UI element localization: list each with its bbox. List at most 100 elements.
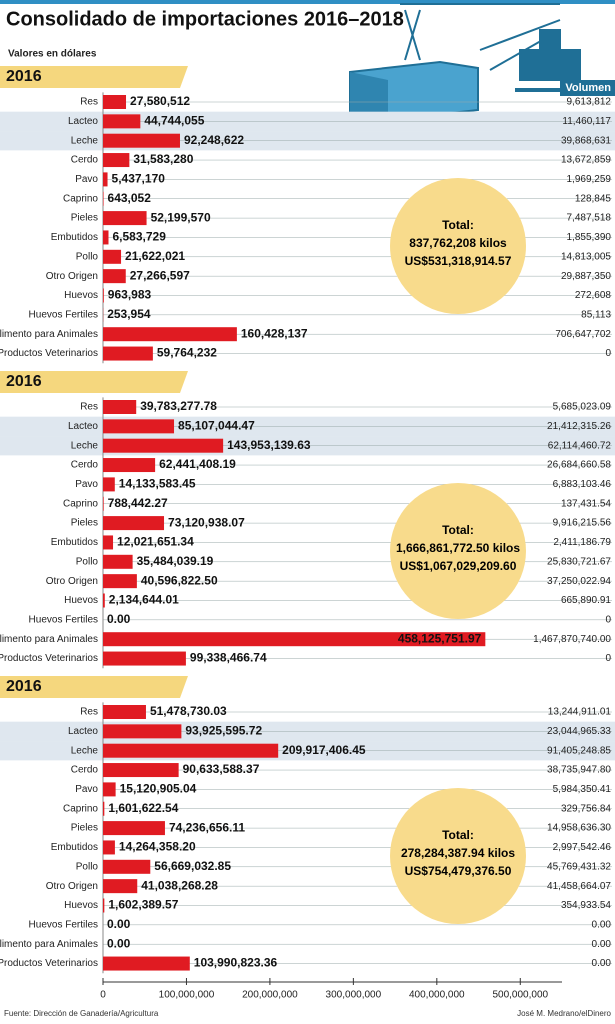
value-label: 5,437,170: [112, 172, 166, 186]
volume-label: 38,735,947.80: [547, 765, 611, 776]
top-rule: [0, 0, 615, 4]
volume-label: 23,044,965.33: [547, 726, 611, 737]
category-label: Alimento para Animales: [0, 939, 98, 950]
volume-label: 354,933.54: [561, 900, 611, 911]
value-label: 458,125,751.97: [398, 631, 482, 645]
volume-label: 9,613,812: [567, 97, 612, 108]
bar: [103, 114, 141, 129]
bar: [103, 801, 105, 816]
bar: [103, 230, 109, 245]
x-tick-label: 100,000,000: [159, 990, 215, 1001]
value-label: 44,744,055: [144, 114, 204, 128]
bar: [103, 477, 115, 492]
volume-label: 2,411,186.79: [553, 537, 611, 548]
panel-band: [0, 66, 188, 88]
value-label: 85,107,044.47: [178, 419, 255, 433]
category-label: Res: [80, 402, 98, 413]
volume-header-box: [560, 80, 615, 96]
value-label: 99,338,466.74: [190, 651, 267, 665]
panel-title: 2016: [6, 373, 42, 390]
total-kilos: 1,666,861,772.50 kilos: [396, 541, 520, 555]
value-label: 1,602,389.57: [108, 898, 178, 912]
value-label: 56,669,032.85: [154, 859, 231, 873]
bar: [103, 593, 105, 608]
value-label: 35,484,039.19: [137, 554, 214, 568]
bar: [103, 288, 104, 303]
category-label: Pavo: [75, 479, 98, 490]
bar: [103, 632, 486, 647]
value-label: 40,596,822.50: [141, 573, 218, 587]
panel-band: [0, 676, 188, 698]
total-circle: [390, 178, 526, 314]
bar: [103, 191, 104, 206]
bar: [103, 133, 180, 148]
volume-label: 45,769,431.32: [547, 861, 611, 872]
value-label: 2,134,644.01: [109, 593, 179, 607]
category-label: Pieles: [71, 213, 98, 224]
category-label: Productos Veterinarios: [0, 958, 98, 969]
volume-label: 0.00: [592, 958, 612, 969]
volume-label: 706,647,702: [555, 329, 611, 340]
value-label: 143,953,139.63: [227, 438, 311, 452]
volume-label: 11,460,117: [562, 116, 611, 127]
value-label: 27,580,512: [130, 94, 190, 108]
value-label: 6,583,729: [112, 230, 166, 244]
category-label: Pollo: [76, 861, 99, 872]
category-label: Huevos: [64, 900, 98, 911]
container: [349, 60, 479, 122]
value-label: 93,925,595.72: [185, 724, 262, 738]
category-label: Cerdo: [71, 460, 99, 471]
value-label: 39,783,277.78: [140, 399, 217, 413]
category-label: Leche: [71, 135, 99, 146]
volume-header: Volumen: [565, 82, 611, 94]
bar: [103, 554, 133, 569]
volume-label: 0.00: [592, 939, 612, 950]
volume-label: 137,431.54: [561, 498, 611, 509]
bar: [103, 496, 104, 511]
category-label: Cerdo: [71, 765, 99, 776]
volume-label: 37,250,022.94: [547, 576, 611, 587]
volume-label: 0: [605, 614, 611, 625]
category-label: Otro Origen: [46, 881, 98, 892]
category-label: Pavo: [75, 174, 98, 185]
value-label: 209,917,406.45: [282, 743, 366, 757]
volume-label: 41,458,664.07: [547, 881, 611, 892]
value-label: 51,478,730.03: [150, 704, 227, 718]
value-label: 12,021,651.34: [117, 535, 194, 549]
category-label: Caprino: [63, 193, 98, 204]
category-label: Pavo: [75, 784, 98, 795]
bar: [103, 724, 182, 739]
bar: [103, 956, 190, 971]
value-label: 92,248,622: [184, 133, 244, 147]
bar: [103, 346, 153, 361]
volume-label: 1,969,259: [567, 174, 612, 185]
total-label: Total:: [442, 218, 474, 232]
bar: [103, 438, 224, 453]
bar: [103, 574, 137, 589]
bar: [103, 763, 179, 778]
x-tick-label: 300,000,000: [326, 990, 382, 1001]
value-label: 103,990,823.36: [194, 956, 278, 970]
volume-label: 14,813,005: [561, 251, 611, 262]
value-label: 1,601,622.54: [108, 801, 178, 815]
credit: José M. Medrano/elDinero: [517, 1009, 611, 1018]
volume-label: 7,487,518: [567, 213, 612, 224]
volume-label: 29,887,350: [561, 271, 611, 282]
volume-label: 62,114,460.72: [548, 440, 612, 451]
x-tick-label: 200,000,000: [242, 990, 298, 1001]
bar: [103, 782, 116, 797]
value-label: 41,038,268.28: [141, 878, 218, 892]
bar: [103, 840, 115, 855]
category-label: Alimento para Animales: [0, 329, 98, 340]
volume-label: 0: [605, 653, 611, 664]
volume-bg: [535, 614, 613, 626]
volume-label: 665,890.91: [561, 595, 611, 606]
category-label: Huevos Fertiles: [29, 614, 98, 625]
value-label: 90,633,588.37: [183, 762, 260, 776]
bar: [103, 211, 147, 226]
volume-label: 85,113: [581, 309, 611, 320]
category-label: Pieles: [71, 518, 98, 529]
category-label: Res: [80, 97, 98, 108]
volume-label: 13,672,859: [561, 155, 611, 166]
